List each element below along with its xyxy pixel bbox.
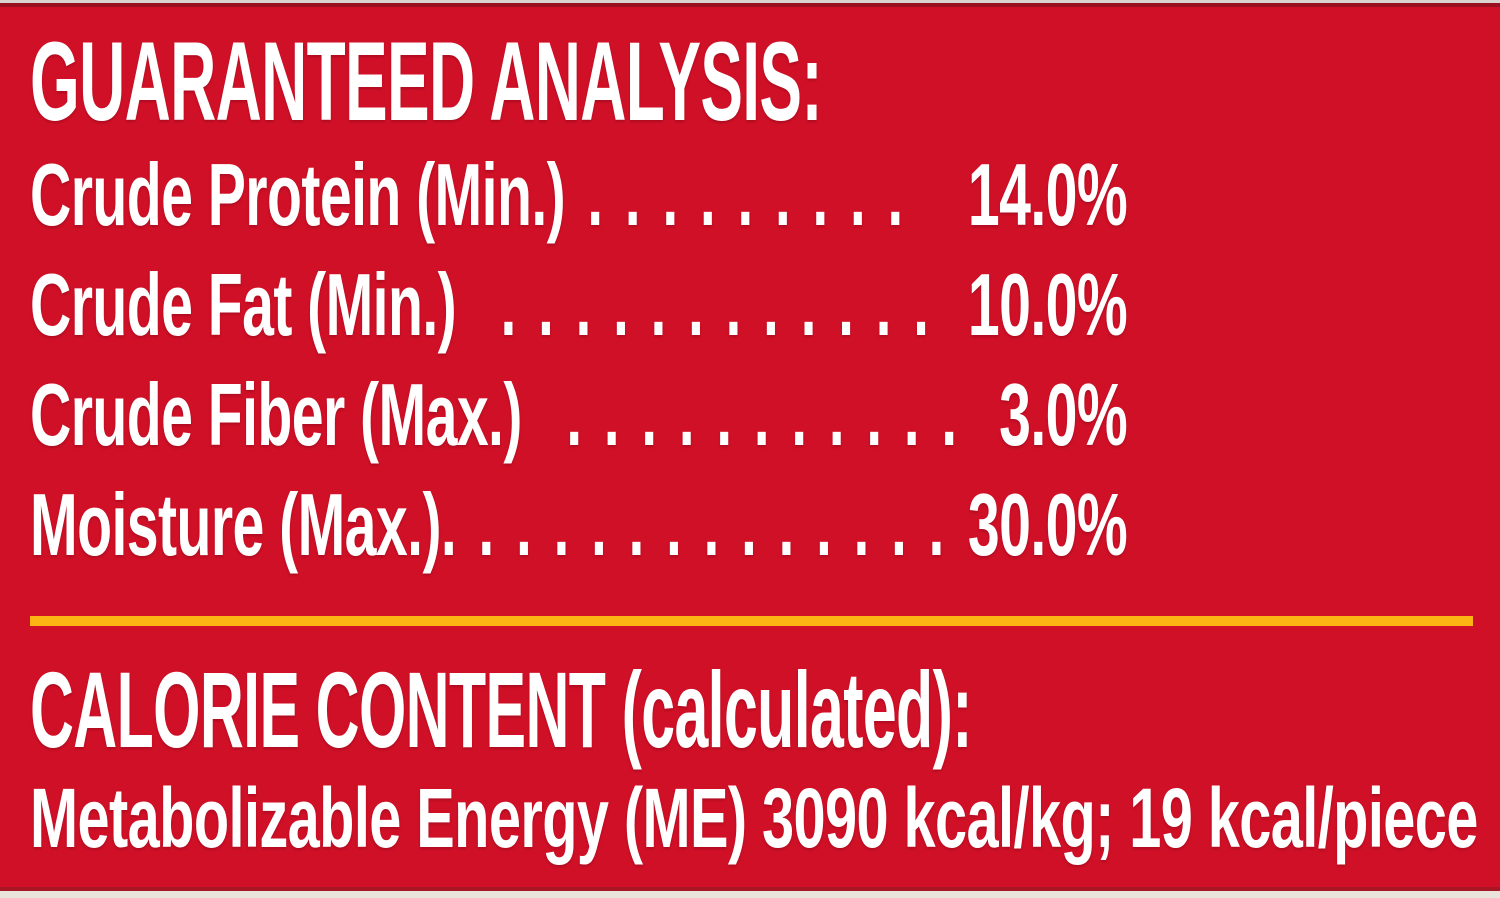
nutrient-name: Moisture (Max.) bbox=[30, 475, 442, 574]
table-row: Crude Fat (Min.) . . . . . . . . . . . .… bbox=[30, 250, 1128, 360]
dot-leader: . . . . . . . . . . . . . . bbox=[440, 475, 944, 574]
guaranteed-analysis-table: Crude Protein (Min.) . . . . . . . . . 1… bbox=[30, 140, 1128, 588]
nutrient-value: 30.0% bbox=[967, 475, 1128, 574]
guaranteed-analysis-title-text: GUARANTEED ANALYSIS: bbox=[30, 19, 823, 144]
dot-leader: . . . . . . . . . bbox=[565, 145, 903, 244]
table-row: Moisture (Max.) . . . . . . . . . . . . … bbox=[30, 470, 1128, 580]
calorie-content-title: CALORIE CONTENT (calculated): bbox=[30, 656, 1500, 764]
bottom-edge-highlight bbox=[0, 891, 1500, 898]
nutrient-name: Crude Fat (Min.) bbox=[30, 255, 457, 354]
yellow-divider-line bbox=[30, 616, 1473, 626]
calorie-content-title-text: CALORIE CONTENT (calculated): bbox=[30, 649, 972, 770]
nutrient-value: 14.0% bbox=[967, 145, 1128, 244]
table-row: Crude Fiber (Max.) . . . . . . . . . . .… bbox=[30, 360, 1128, 470]
nutrient-value: 3.0% bbox=[999, 365, 1128, 464]
nutrient-value: 10.0% bbox=[967, 255, 1128, 354]
bottom-edge-shadow bbox=[0, 887, 1500, 891]
top-edge-shadow bbox=[0, 3, 1500, 7]
guaranteed-analysis-title: GUARANTEED ANALYSIS: bbox=[30, 26, 1418, 138]
metabolizable-energy-line: Metabolizable Energy (ME) 3090 kcal/kg; … bbox=[30, 768, 1500, 868]
nutrient-name: Crude Protein (Min.) bbox=[30, 145, 566, 244]
dot-leader: . . . . . . . . . . . bbox=[521, 365, 957, 464]
dot-leader: . . . . . . . . . . . . bbox=[456, 255, 929, 354]
metabolizable-energy-text: Metabolizable Energy (ME) 3090 kcal/kg; … bbox=[30, 771, 1478, 865]
nutrient-name: Crude Fiber (Max.) bbox=[30, 365, 522, 464]
table-row: Crude Protein (Min.) . . . . . . . . . 1… bbox=[30, 140, 1128, 250]
guaranteed-analysis-table-inner: Crude Protein (Min.) . . . . . . . . . 1… bbox=[30, 140, 1128, 580]
top-edge-highlight bbox=[0, 0, 1500, 3]
